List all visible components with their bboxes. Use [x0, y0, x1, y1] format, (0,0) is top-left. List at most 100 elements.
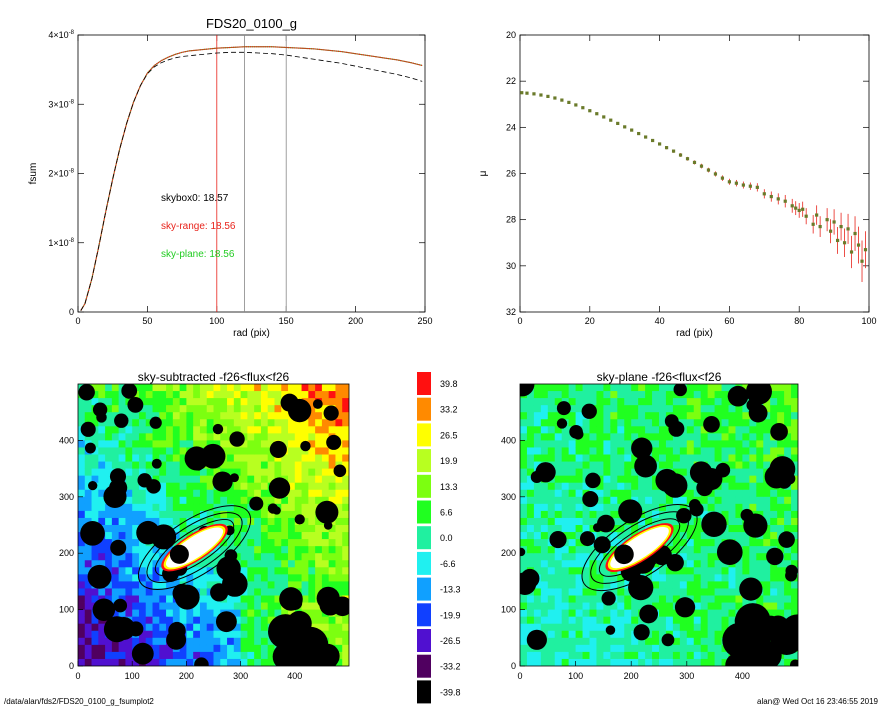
image-pixel: [686, 475, 695, 484]
image-pixel: [260, 517, 269, 526]
image-pixel: [342, 426, 349, 434]
image-pixel: [260, 384, 269, 392]
image-pixel: [105, 482, 113, 491]
image-pixel: [274, 609, 282, 618]
image-pixel: [777, 510, 785, 519]
image-pixel: [254, 482, 262, 491]
image-pixel: [777, 595, 785, 603]
image-pixel: [179, 433, 187, 441]
image-pixel: [540, 510, 549, 519]
image-pixel: [596, 503, 604, 512]
image-pixel: [568, 588, 576, 596]
image-pixel: [763, 546, 771, 554]
image-pixel: [91, 496, 99, 505]
image-pixel: [547, 454, 556, 462]
image-pixel: [533, 517, 542, 526]
image-pixel: [91, 398, 99, 406]
image-pixel: [199, 489, 208, 498]
image-pixel: [575, 482, 583, 491]
image-pixel: [554, 384, 563, 392]
image-pixel: [638, 489, 646, 498]
image-pixel: [547, 581, 556, 589]
image-pixel: [561, 637, 570, 646]
image-pixel: [631, 623, 639, 632]
data-point: [644, 135, 648, 139]
image-pixel: [526, 658, 535, 666]
image-pixel: [763, 602, 771, 610]
image-pixel: [784, 433, 792, 441]
image-pixel: [240, 651, 248, 660]
image-pixel: [186, 567, 194, 575]
image-pixel: [179, 609, 187, 618]
image-pixel: [138, 517, 147, 526]
image-pixel: [700, 510, 709, 519]
image-pixel: [589, 461, 597, 469]
y-tick-label: 0: [69, 307, 74, 317]
image-pixel: [186, 637, 194, 646]
image-pixel: [645, 496, 653, 505]
image-pixel: [267, 412, 275, 420]
masked-star: [735, 603, 771, 639]
image-pixel: [152, 447, 160, 455]
image-pixel: [186, 574, 194, 582]
masked-star: [283, 643, 321, 666]
image-pixel: [172, 482, 181, 491]
image-pixel: [315, 553, 323, 561]
image-pixel: [533, 412, 542, 420]
image-pixel: [78, 454, 86, 462]
image-pixel: [274, 539, 282, 547]
image-pixel: [575, 623, 583, 632]
image-pixel: [152, 468, 160, 477]
image-pixel: [652, 630, 660, 639]
image-pixel: [267, 454, 275, 462]
image-pixel: [665, 658, 674, 666]
image-pixel: [328, 525, 336, 533]
image-pixel: [240, 426, 248, 434]
image-pixel: [659, 595, 667, 603]
data-point: [532, 92, 536, 96]
image-pixel: [118, 405, 126, 413]
image-pixel: [233, 630, 241, 639]
image-pixel: [206, 482, 214, 491]
image-pixel: [561, 588, 570, 596]
image-pixel: [301, 517, 309, 526]
image-pixel: [328, 616, 336, 625]
image-pixel: [589, 384, 597, 392]
image-pixel: [533, 616, 542, 625]
image-pixel: [152, 644, 160, 653]
x-tick-label: 50: [142, 316, 152, 326]
image-pixel: [315, 447, 323, 455]
image-pixel: [672, 412, 681, 420]
image-pixel: [138, 461, 147, 469]
image-pixel: [78, 623, 86, 632]
image-pixel: [193, 581, 201, 589]
masked-star: [789, 659, 798, 666]
image-pixel: [645, 384, 653, 392]
image-pixel: [288, 419, 296, 427]
image-pixel: [267, 658, 275, 666]
image-pixel: [777, 447, 785, 455]
image-pixel: [138, 616, 147, 625]
image-pixel: [227, 447, 235, 455]
image-pixel: [301, 510, 309, 519]
image-pixel: [294, 574, 302, 582]
image-pixel: [679, 630, 688, 639]
image-pixel: [125, 454, 133, 462]
x-tick-label: 100: [568, 671, 583, 681]
image-pixel: [288, 447, 296, 455]
image-pixel: [315, 560, 323, 568]
image-pixel: [665, 574, 674, 582]
image-pixel: [254, 532, 262, 540]
image-pixel: [568, 644, 576, 653]
image-pixel: [770, 440, 778, 448]
image-pixel: [199, 595, 208, 603]
image-pixel: [308, 426, 316, 434]
image-pixel: [777, 419, 785, 427]
image-pixel: [267, 440, 275, 448]
masked-star: [639, 604, 658, 624]
image-pixel: [335, 489, 343, 498]
image-pixel: [132, 426, 140, 434]
image-pixel: [652, 412, 660, 420]
image-pixel: [575, 454, 583, 462]
image-pixel: [342, 567, 349, 575]
